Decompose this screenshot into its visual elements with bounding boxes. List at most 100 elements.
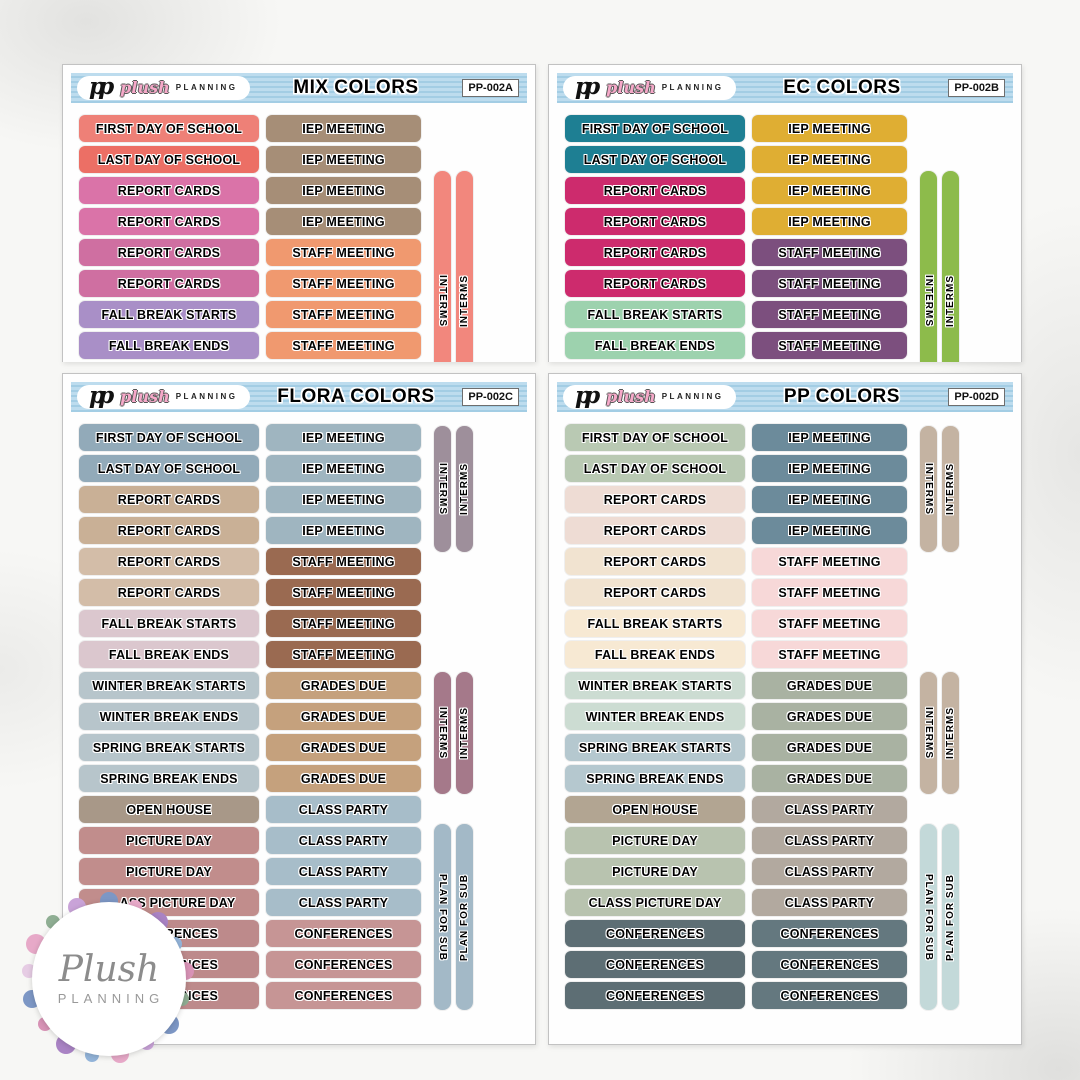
side-tab-label: PLAN FOR SUB xyxy=(923,873,934,961)
sticker-label: STAFF MEETING xyxy=(292,338,395,353)
sticker: STAFF MEETING xyxy=(752,332,907,359)
side-tab-label: PLAN FOR SUB xyxy=(945,873,956,961)
sticker: STAFF MEETING xyxy=(266,641,421,668)
sticker-label: IEP MEETING xyxy=(788,523,871,538)
watermark-plush-text: Plush xyxy=(58,949,160,990)
sticker-label: GRADES DUE xyxy=(300,709,387,724)
sticker: SPRING BREAK STARTS xyxy=(565,734,745,761)
sticker: CONFERENCES xyxy=(565,951,745,978)
left-sticker-column: FIRST DAY OF SCHOOL LAST DAY OF SCHOOL REP… xyxy=(565,424,745,1009)
sticker: REPORT CARDS xyxy=(79,177,259,204)
sticker-label: CONFERENCES xyxy=(780,957,879,972)
side-tab-sticker: INTERMS xyxy=(920,672,937,794)
sticker-label: SPRING BREAK ENDS xyxy=(100,771,238,786)
sticker-label: REPORT CARDS xyxy=(603,276,707,291)
sticker: REPORT CARDS xyxy=(79,208,259,235)
side-tab-sticker: INTERMS xyxy=(456,171,473,362)
sticker: SPRING BREAK ENDS xyxy=(565,765,745,792)
sticker-label: FIRST DAY OF SCHOOL xyxy=(581,121,729,136)
sticker-label: CONFERENCES xyxy=(294,926,393,941)
logo-plush-text: plush xyxy=(120,387,170,406)
side-tab-group: INTERMS INTERMS xyxy=(920,672,959,794)
sticker: CLASS PARTY xyxy=(266,827,421,854)
sticker-label: WINTER BREAK STARTS xyxy=(578,678,732,693)
sticker: CLASS PARTY xyxy=(752,858,907,885)
side-tab-label: INTERMS xyxy=(923,707,934,759)
sticker-label: FALL BREAK STARTS xyxy=(587,616,723,631)
side-tab-label: INTERMS xyxy=(437,463,448,515)
sticker-label: IEP MEETING xyxy=(302,523,385,538)
sticker-label: IEP MEETING xyxy=(788,121,871,136)
sticker-label: GRADES DUE xyxy=(786,740,873,755)
sheet-title: EC COLORS xyxy=(783,77,901,98)
sticker: WINTER BREAK ENDS xyxy=(79,703,259,730)
sticker: GRADES DUE xyxy=(266,672,421,699)
right-sticker-column: IEP MEETING IEP MEETING IEP MEETING IEP MEE… xyxy=(752,424,907,1009)
sticker-label: PICTURE DAY xyxy=(126,864,212,879)
plush-planning-logo: pp plush PLANNING xyxy=(77,75,250,100)
sticker-label: STAFF MEETING xyxy=(778,307,881,322)
sticker-label: STAFF MEETING xyxy=(778,647,881,662)
sticker-label: CONFERENCES xyxy=(605,926,705,941)
side-tab-label: INTERMS xyxy=(459,463,470,515)
sticker-label: FALL BREAK ENDS xyxy=(108,338,230,353)
plush-planning-logo: pp plush PLANNING xyxy=(563,75,736,100)
sticker: PICTURE DAY xyxy=(565,858,745,885)
sheet-title: FLORA COLORS xyxy=(277,386,435,407)
sticker-label: STAFF MEETING xyxy=(292,585,395,600)
sticker: GRADES DUE xyxy=(752,734,907,761)
sticker-sheet: pp plush PLANNING MIX COLORS PP-002A FIR… xyxy=(62,64,536,362)
sticker: FALL BREAK ENDS xyxy=(565,332,745,359)
sticker: REPORT CARDS xyxy=(565,517,745,544)
sticker: FALL BREAK ENDS xyxy=(79,332,259,359)
sticker-label: STAFF MEETING xyxy=(778,276,881,291)
sticker-label: FALL BREAK STARTS xyxy=(101,307,237,322)
side-tab-label: INTERMS xyxy=(459,275,470,327)
sticker-label: REPORT CARDS xyxy=(117,523,221,538)
sticker-label: IEP MEETING xyxy=(788,214,871,229)
sticker-label: SPRING BREAK STARTS xyxy=(92,740,246,755)
sticker: IEP MEETING xyxy=(752,517,907,544)
logo-planning-text: PLANNING xyxy=(175,83,238,92)
sticker-label: PICTURE DAY xyxy=(126,833,212,848)
sticker-label: IEP MEETING xyxy=(302,492,385,507)
sticker: STAFF MEETING xyxy=(752,270,907,297)
side-tab-sticker: INTERMS xyxy=(434,426,451,552)
sticker: CLASS PARTY xyxy=(266,889,421,916)
sticker: STAFF MEETING xyxy=(266,332,421,359)
sticker-label: CLASS PARTY xyxy=(298,802,389,817)
side-tab-sticker: INTERMS xyxy=(456,672,473,794)
sticker: IEP MEETING xyxy=(266,455,421,482)
sticker-label: IEP MEETING xyxy=(302,152,385,167)
side-tab-group: INTERMS INTERMS xyxy=(920,171,959,362)
sticker: CONFERENCES xyxy=(752,982,907,1009)
sticker-label: STAFF MEETING xyxy=(778,616,881,631)
sticker: CONFERENCES xyxy=(752,920,907,947)
sticker: WINTER BREAK STARTS xyxy=(565,672,745,699)
sheet-body: FIRST DAY OF SCHOOL LAST DAY OF SCHOOL REP… xyxy=(549,412,1021,1010)
sheet-title: MIX COLORS xyxy=(293,77,419,98)
sticker: OPEN HOUSE xyxy=(79,796,259,823)
sticker: IEP MEETING xyxy=(752,177,907,204)
sticker-label: LAST DAY OF SCHOOL xyxy=(583,152,727,167)
sticker: GRADES DUE xyxy=(266,734,421,761)
sticker-label: STAFF MEETING xyxy=(292,616,395,631)
sticker: STAFF MEETING xyxy=(752,239,907,266)
sticker-label: IEP MEETING xyxy=(302,183,385,198)
sticker-label: IEP MEETING xyxy=(788,152,871,167)
sticker: REPORT CARDS xyxy=(565,208,745,235)
sticker: PICTURE DAY xyxy=(565,827,745,854)
side-tab-label: INTERMS xyxy=(945,707,956,759)
sticker-label: WINTER BREAK ENDS xyxy=(585,709,725,724)
sticker: OPEN HOUSE xyxy=(565,796,745,823)
sticker-label: CLASS PARTY xyxy=(298,864,389,879)
side-tab-group: PLAN FOR SUB PLAN FOR SUB xyxy=(920,824,959,1010)
side-tab-label: INTERMS xyxy=(923,275,934,327)
sticker-label: CLASS PARTY xyxy=(298,833,389,848)
sticker-label: IEP MEETING xyxy=(302,461,385,476)
sheet-body: FIRST DAY OF SCHOOL LAST DAY OF SCHOOL REP… xyxy=(549,103,1021,362)
sticker-label: FALL BREAK STARTS xyxy=(101,616,237,631)
product-code: PP-002B xyxy=(948,79,1005,97)
side-tab-label: INTERMS xyxy=(437,275,448,327)
sticker: CLASS PARTY xyxy=(266,858,421,885)
